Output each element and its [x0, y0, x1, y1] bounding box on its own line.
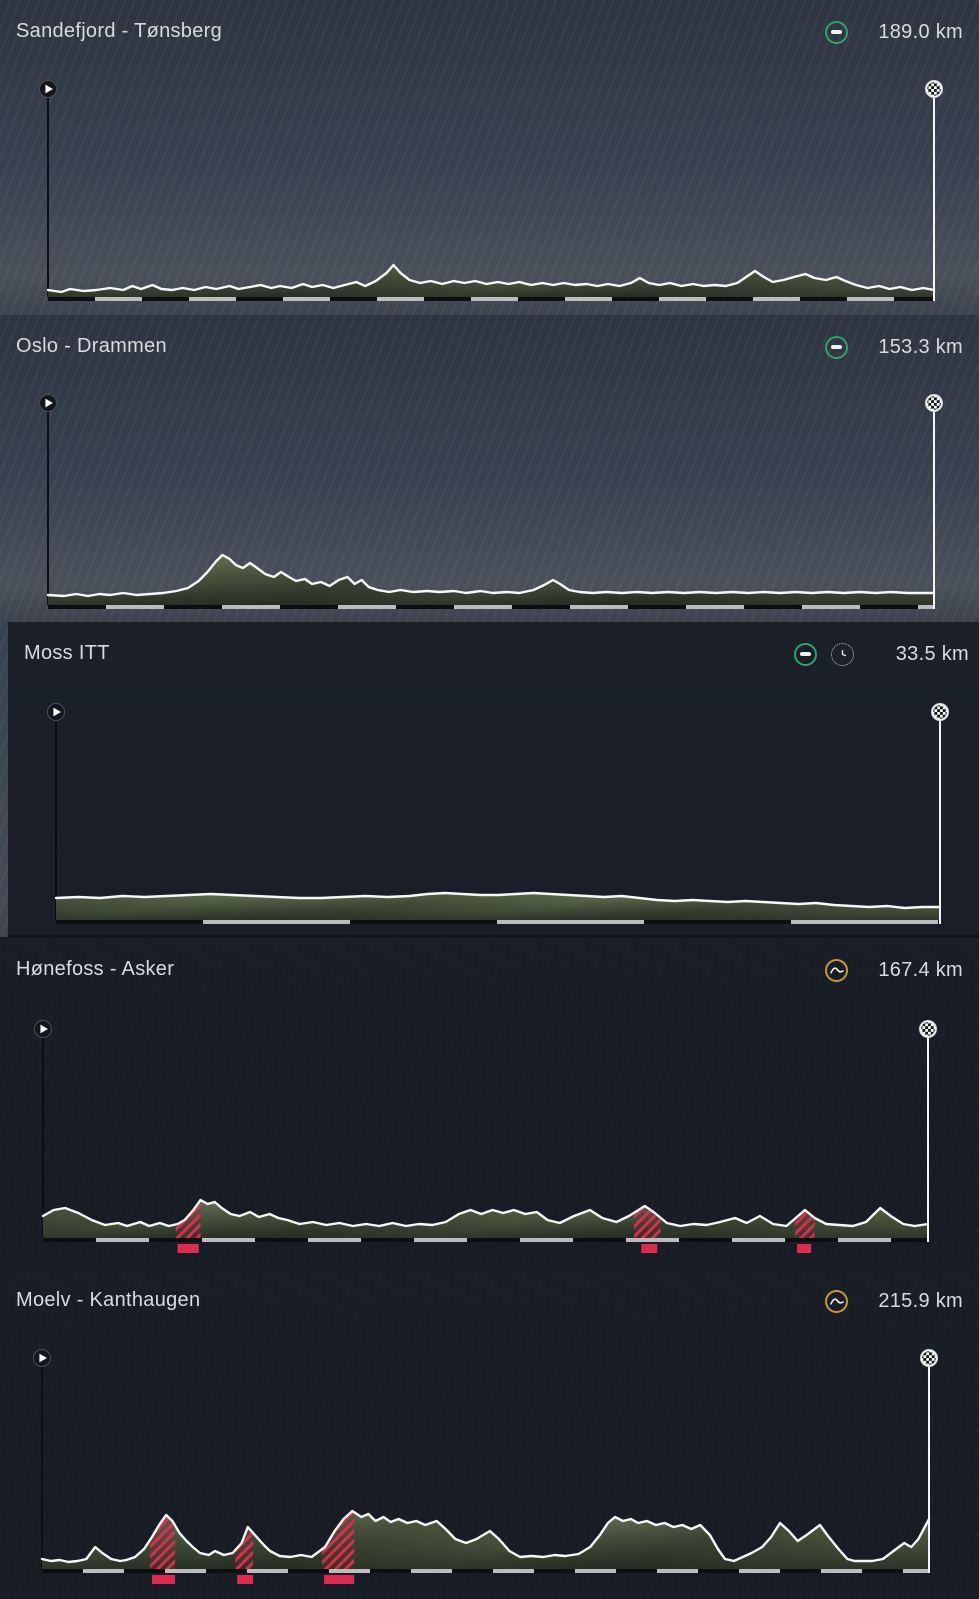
flat-stage-icon [825, 20, 848, 44]
start-icon [47, 703, 65, 721]
finish-icon [919, 1020, 937, 1038]
hilly-stage-icon [825, 958, 848, 982]
finish-icon [931, 703, 949, 721]
stage-panel-moss-itt[interactable]: Moss ITT 33.5 km [0, 622, 979, 937]
start-icon [39, 80, 57, 98]
start-icon [34, 1020, 52, 1038]
stage-panel-moelv-kanthaugen[interactable]: Moelv - Kanthaugen 215.9 km [0, 1269, 979, 1599]
stage-distance: 215.9 km [878, 1289, 963, 1312]
stage-profile-chart [33, 1349, 938, 1584]
stage-profile-chart [39, 394, 943, 609]
stage-title: Oslo - Drammen [16, 335, 167, 357]
stage-distance: 153.3 km [878, 335, 963, 358]
hilly-stage-icon [825, 1289, 848, 1313]
stage-title: Moss ITT [24, 642, 110, 664]
stage-title: Moelv - Kanthaugen [16, 1289, 201, 1311]
finish-icon [920, 1349, 938, 1367]
stage-panel-oslo-drammen[interactable]: Oslo - Drammen 153.3 km [0, 315, 979, 622]
climb-marker [151, 1575, 176, 1584]
stage-title: Sandefjord - Tønsberg [16, 20, 223, 42]
finish-icon [925, 80, 943, 98]
climb-marker [641, 1244, 658, 1253]
stage-distance: 33.5 km [895, 642, 969, 665]
flat-stage-icon [794, 642, 817, 666]
climb-marker [797, 1244, 812, 1253]
climb-marker [177, 1244, 199, 1253]
climb-marker [324, 1575, 355, 1584]
finish-icon [925, 394, 943, 412]
stage-distance: 189.0 km [878, 20, 963, 43]
stage-type-icons [825, 958, 848, 982]
stage-profile-chart [47, 703, 949, 924]
start-icon [39, 394, 57, 412]
flat-stage-icon [825, 335, 848, 359]
time-trial-stopwatch-icon [831, 642, 854, 666]
climb-marker [237, 1575, 254, 1584]
stage-title: Hønefoss - Asker [16, 958, 175, 980]
selected-stage-card: Moss ITT 33.5 km [8, 622, 979, 937]
start-icon [33, 1349, 51, 1367]
stage-type-icons [825, 1289, 848, 1313]
stage-panel-honefoss-asker[interactable]: Hønefoss - Asker 167.4 km [0, 937, 979, 1269]
stage-profile-chart [34, 1020, 937, 1253]
stage-profile-chart [39, 80, 943, 301]
stage-type-icons [825, 335, 848, 359]
stage-distance: 167.4 km [878, 958, 963, 981]
stage-type-icons [825, 20, 848, 44]
stage-panel-sandefjord-tonsberg[interactable]: Sandefjord - Tønsberg 189.0 km [0, 0, 979, 315]
stage-type-icons [794, 642, 854, 666]
